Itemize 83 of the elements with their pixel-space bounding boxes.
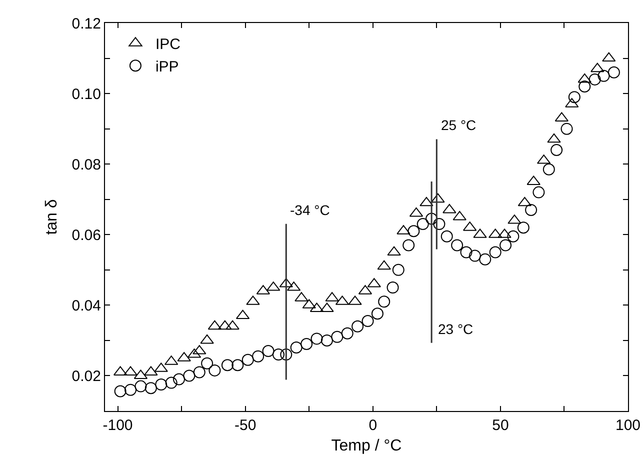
point	[402, 239, 415, 252]
x-tick-label: -100	[102, 417, 133, 434]
point	[341, 327, 354, 340]
point	[221, 359, 234, 372]
x-tick-label: 0	[368, 417, 378, 434]
point	[420, 196, 434, 206]
point	[550, 144, 563, 156]
point	[440, 230, 453, 242]
point	[408, 225, 420, 238]
point	[517, 222, 530, 234]
y-tick-label: 0.06	[72, 226, 101, 244]
x-tick-label: 100	[615, 417, 641, 434]
ref-line-label: 23 °C	[438, 321, 474, 337]
point	[201, 357, 214, 370]
point	[507, 230, 520, 242]
point	[568, 91, 580, 104]
legend-label: IPC	[155, 36, 181, 53]
point	[172, 373, 185, 386]
point	[262, 345, 274, 358]
point	[542, 163, 555, 176]
point	[431, 193, 445, 203]
ref-line-label: -34 °C	[290, 202, 330, 218]
point	[200, 334, 214, 344]
point	[489, 246, 502, 258]
point	[387, 246, 401, 256]
x-axis-title: Temp / °C	[331, 438, 402, 455]
point	[310, 332, 323, 345]
y-tick-label: 0.04	[72, 297, 101, 314]
point	[218, 320, 232, 330]
x-tick-label: -50	[234, 417, 256, 434]
point	[272, 348, 284, 361]
ref-line-label: 25 °C	[441, 117, 476, 133]
point	[590, 62, 604, 72]
point	[479, 253, 492, 266]
point	[578, 80, 591, 92]
point	[532, 186, 545, 198]
point	[386, 282, 399, 294]
point	[331, 330, 344, 343]
point	[320, 334, 333, 346]
x-tick-label: 50	[492, 417, 509, 434]
point	[208, 364, 221, 376]
y-axis-title: tan δ	[44, 199, 61, 235]
point	[183, 370, 196, 382]
point	[362, 315, 374, 328]
y-tick-label: 0.02	[72, 368, 101, 385]
point	[377, 260, 391, 270]
point	[468, 250, 481, 262]
point	[392, 264, 404, 276]
point	[547, 133, 561, 143]
point	[588, 73, 601, 86]
point	[416, 218, 429, 230]
point	[155, 378, 168, 391]
point	[124, 384, 137, 396]
point	[433, 218, 446, 230]
point	[193, 366, 206, 378]
point	[608, 66, 620, 78]
legend-label: iPP	[155, 58, 179, 76]
point	[371, 308, 384, 320]
point	[378, 296, 390, 308]
point	[165, 376, 178, 389]
point	[578, 73, 592, 83]
point	[226, 320, 240, 330]
point	[242, 354, 254, 366]
point	[144, 382, 157, 394]
point	[280, 348, 292, 361]
point	[525, 204, 538, 216]
point	[290, 342, 302, 354]
point	[300, 338, 313, 350]
point	[451, 239, 464, 252]
y-tick-label: 0.10	[72, 86, 101, 103]
point	[232, 359, 244, 372]
point	[598, 70, 610, 82]
point	[460, 246, 472, 258]
point	[352, 320, 364, 332]
point	[602, 52, 616, 62]
point	[560, 122, 573, 135]
point	[134, 380, 147, 392]
point	[442, 204, 456, 214]
y-tick-label: 0.08	[72, 156, 101, 174]
point	[114, 385, 126, 398]
y-tick-label: 0.12	[72, 15, 101, 32]
point	[252, 350, 264, 362]
point	[500, 239, 512, 252]
